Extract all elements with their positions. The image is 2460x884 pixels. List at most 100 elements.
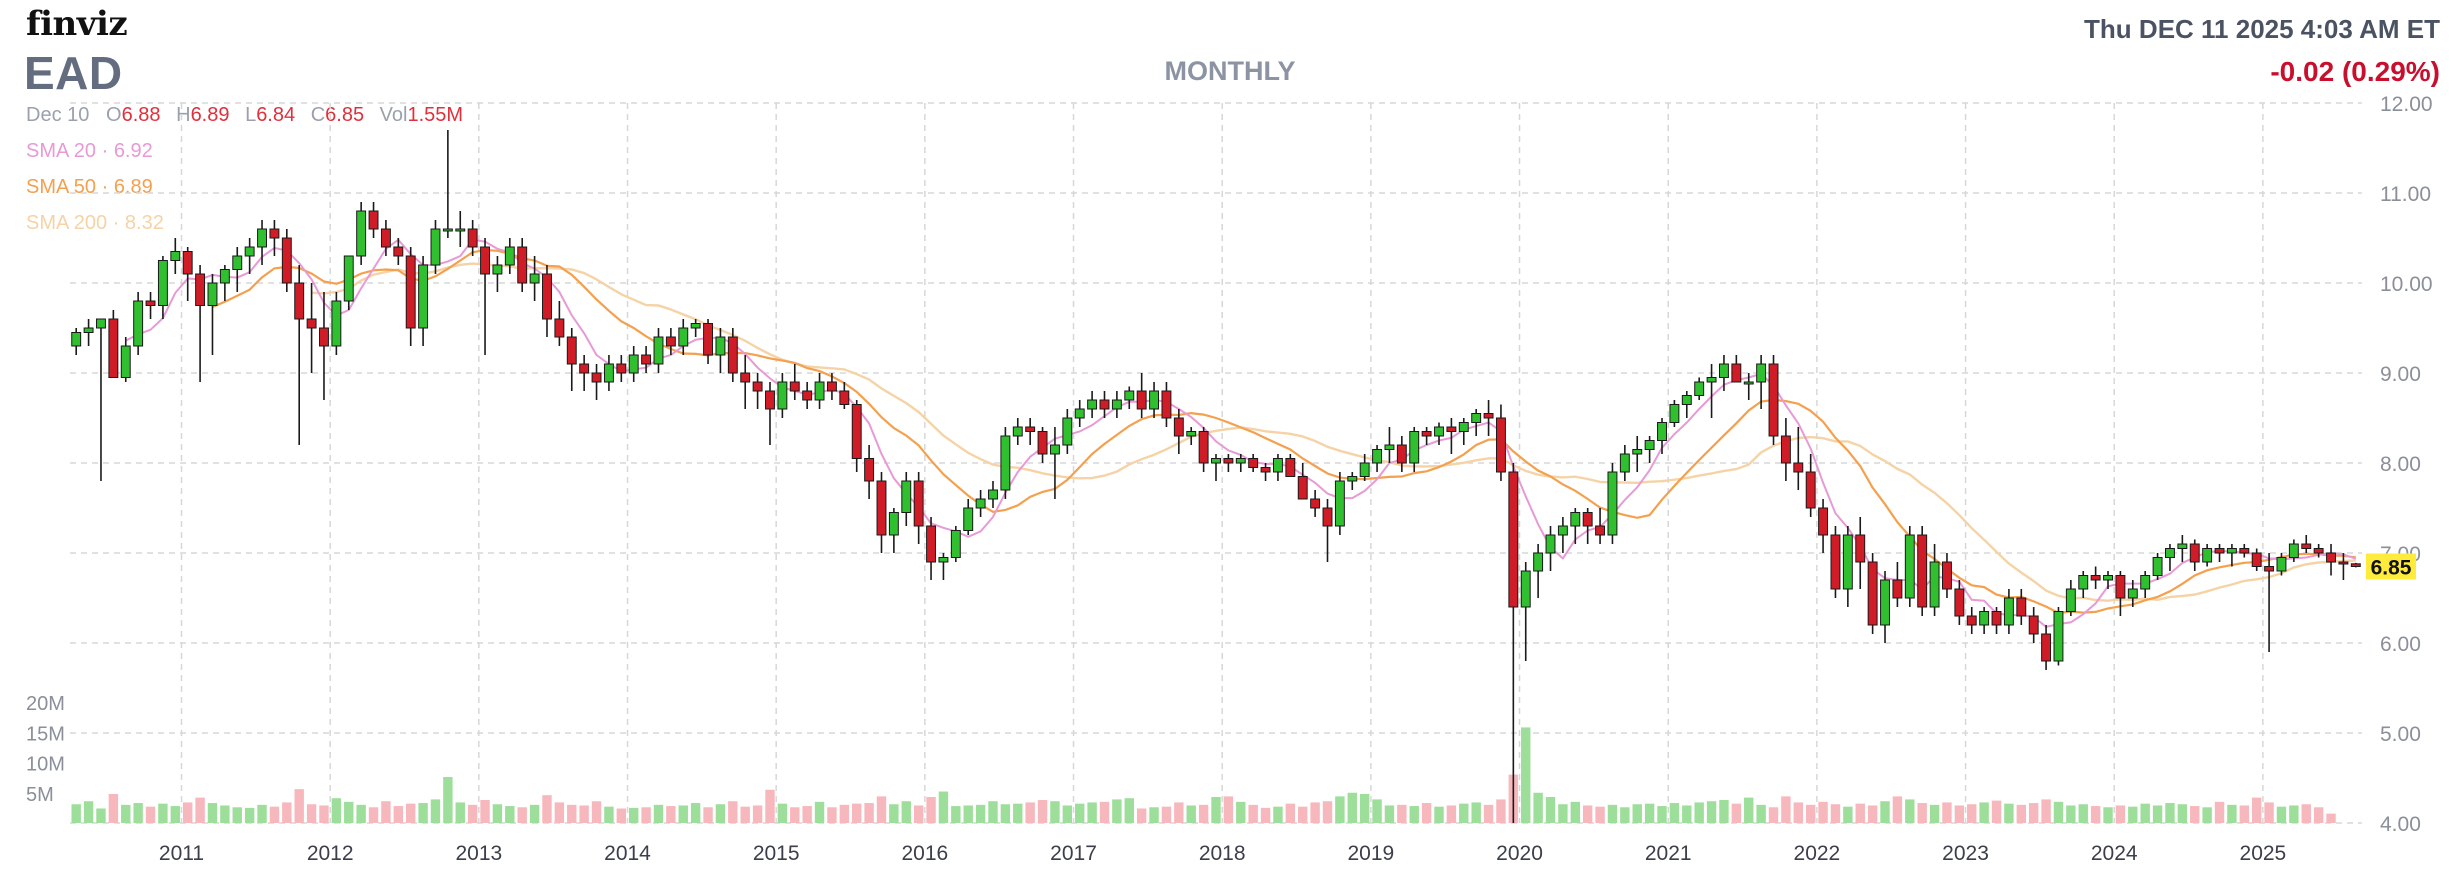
volume-bar [678, 805, 688, 823]
candle [2140, 571, 2151, 598]
sma20-legend[interactable]: SMA 20 · 6.92 [26, 140, 153, 162]
candle-body [83, 327, 94, 333]
candle-body [1867, 561, 1878, 626]
volume-bar [1260, 807, 1271, 823]
volume-bar [1793, 802, 1803, 823]
volume-bar [1929, 804, 1940, 823]
candle [1966, 607, 1977, 634]
candle [319, 292, 329, 400]
candle [1842, 526, 1853, 607]
high-value: 6.89 [190, 104, 230, 126]
candle-body [1434, 426, 1444, 437]
candle [1124, 386, 1135, 409]
volume-bar [1434, 806, 1444, 823]
volume-tick-label: 15M [26, 723, 65, 745]
candle-body [1632, 449, 1643, 455]
candle-body [1780, 435, 1791, 464]
candle-body [1471, 413, 1482, 423]
candle-body [1520, 570, 1531, 608]
candle [1161, 382, 1172, 427]
volume-bar [1335, 796, 1345, 823]
volume-bar [1075, 803, 1085, 823]
volume-bar [889, 804, 899, 823]
candle-body [1743, 381, 1754, 385]
candle [157, 256, 168, 319]
x-tick-label: 2023 [1942, 842, 1989, 865]
volume-bar [344, 801, 354, 823]
candle [2165, 544, 2175, 571]
candle [1595, 508, 1606, 544]
candle [851, 400, 862, 472]
volume-bar [443, 777, 453, 823]
candle [1991, 607, 2002, 634]
candle [1954, 580, 1965, 625]
candle [2003, 589, 2014, 634]
candle-body [1483, 413, 1494, 419]
volume-bar [405, 803, 416, 823]
candle-body [1409, 431, 1420, 464]
candle-body [1681, 395, 1692, 405]
candle [1000, 427, 1011, 499]
candle [752, 373, 763, 409]
volume-bar [1521, 727, 1531, 823]
candle-body [281, 237, 292, 284]
candle-body [170, 251, 181, 261]
candle-body [2226, 548, 2237, 554]
volume-bar [975, 804, 986, 823]
volume-bar [1496, 799, 1506, 823]
candle-body [2078, 575, 2089, 590]
candle [195, 265, 206, 382]
volume-bar [1533, 792, 1543, 823]
candle [207, 274, 218, 355]
volume-bar [2177, 804, 2188, 823]
candle-body [1942, 561, 1952, 590]
candle [1768, 355, 1779, 445]
candle-body [2127, 588, 2138, 599]
volume-bar [938, 791, 949, 823]
candle [1062, 409, 1073, 454]
candle-body [1991, 611, 2002, 626]
candle-body [2016, 597, 2027, 617]
candle-body [1458, 422, 1469, 432]
candle-body [1830, 534, 1841, 590]
volume-bar [1905, 799, 1915, 823]
volume-bar [455, 802, 465, 823]
x-tick-label: 2025 [2240, 842, 2287, 865]
sma50-legend[interactable]: SMA 50 · 6.89 [26, 176, 153, 198]
sma200-legend[interactable]: SMA 200 · 8.32 [26, 212, 164, 234]
candle-body [913, 480, 924, 527]
open-label: O [106, 104, 122, 126]
volume-bar [2090, 806, 2101, 823]
candle-body [2202, 548, 2213, 563]
candle [1570, 508, 1581, 544]
candle [1904, 526, 1915, 607]
candle-body [542, 273, 552, 320]
candle [665, 328, 676, 355]
volume-bar [913, 805, 924, 823]
volume-bar [839, 804, 850, 823]
candle [1111, 391, 1122, 418]
volume-bar [467, 804, 478, 823]
candle [480, 238, 490, 355]
finviz-logo[interactable]: finviz [26, 4, 128, 44]
candle-body [938, 557, 949, 563]
candle-body [888, 512, 899, 536]
candle [1396, 436, 1407, 472]
candle-body [294, 282, 305, 320]
candle [96, 318, 106, 481]
volume-bar [1347, 792, 1357, 823]
candle [145, 292, 156, 319]
candle-body [2276, 557, 2287, 572]
candle [529, 256, 540, 301]
candle [1867, 553, 1878, 634]
candle-body [2003, 597, 2014, 626]
candle [1037, 427, 1048, 463]
candle [2189, 539, 2200, 571]
candle-body [1421, 431, 1432, 437]
candle-body [678, 327, 689, 347]
candle [1049, 427, 1060, 499]
volume-bar [381, 801, 391, 823]
candle [331, 292, 342, 355]
candle [1409, 427, 1420, 472]
